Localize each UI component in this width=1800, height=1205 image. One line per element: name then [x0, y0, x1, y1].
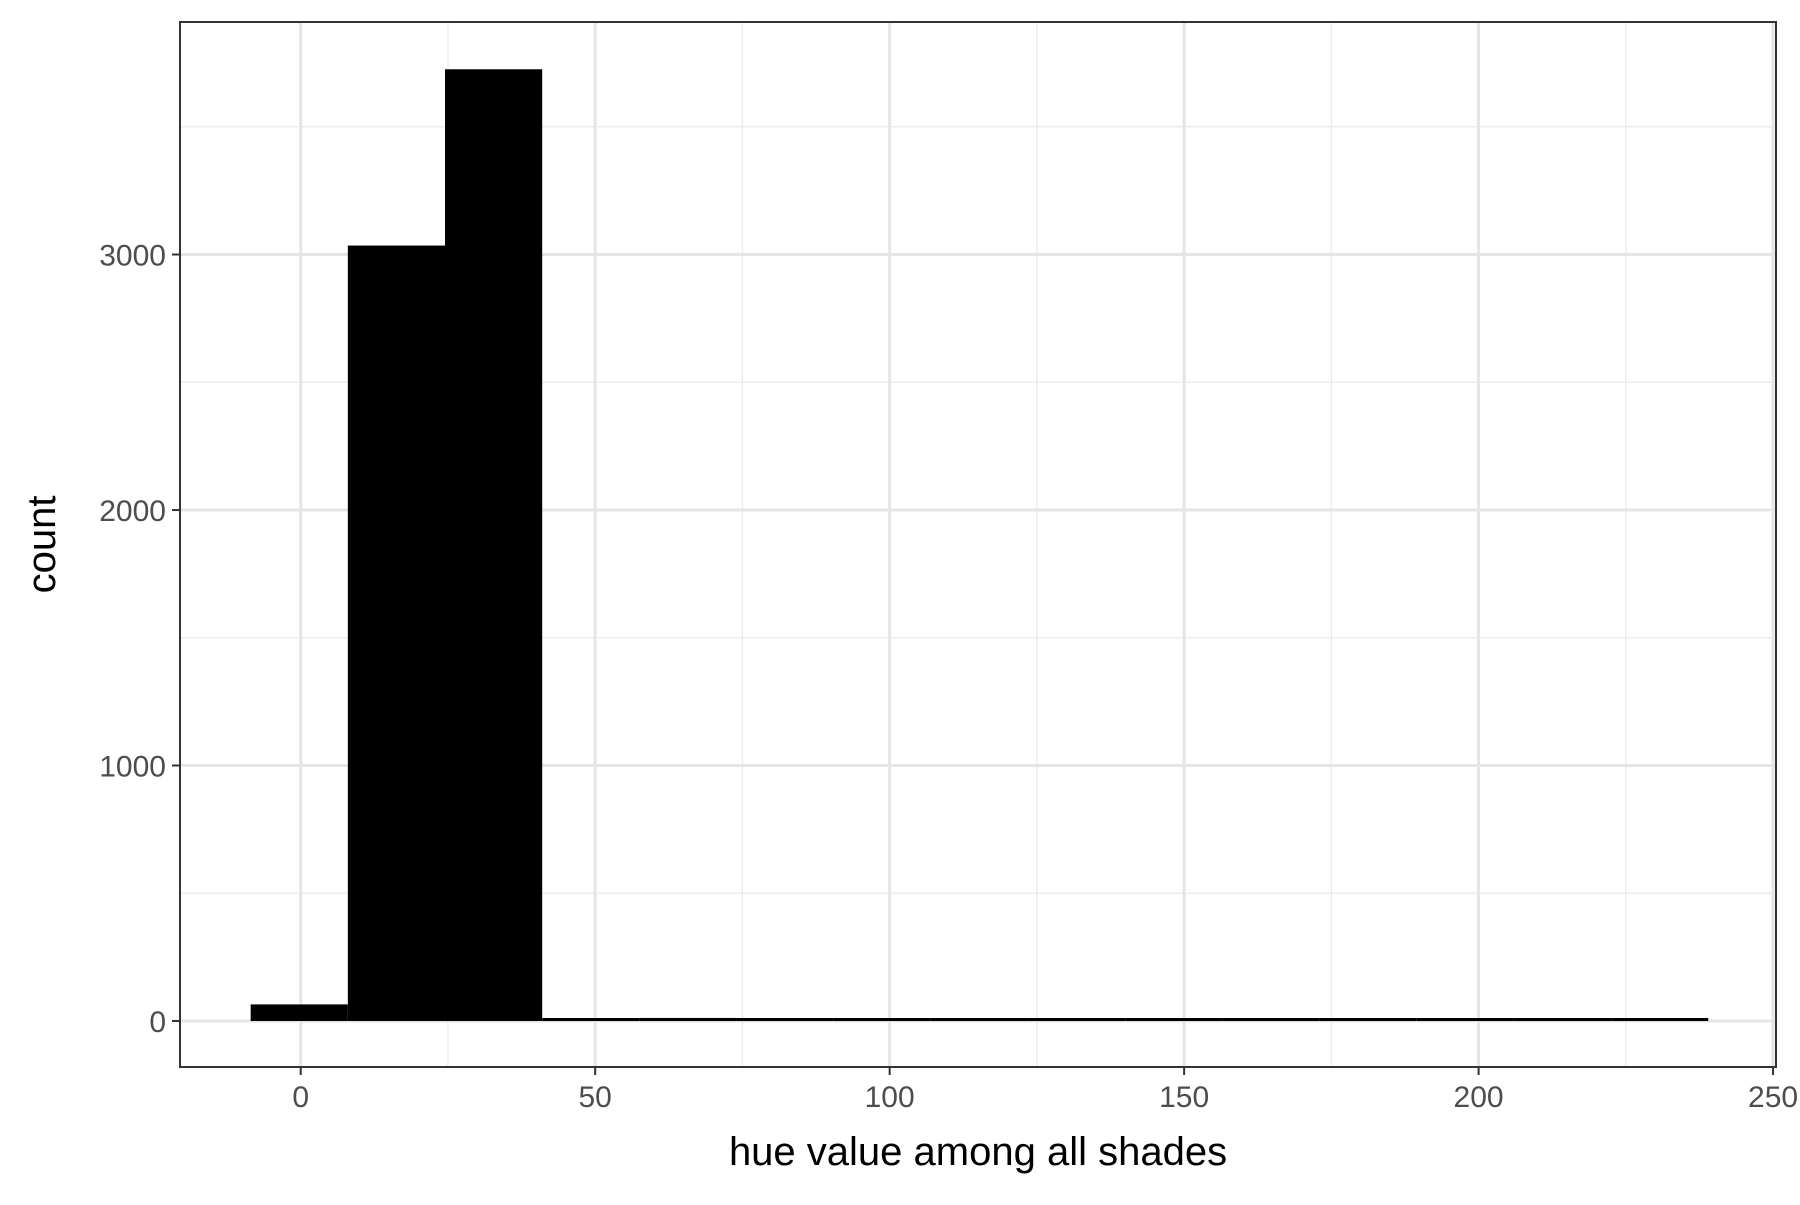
x-tick-label: 200 — [1454, 1081, 1504, 1114]
histogram-bar — [542, 1018, 640, 1022]
histogram-bar — [1319, 1018, 1417, 1022]
x-axis-title: hue value among all shades — [729, 1130, 1227, 1174]
histogram-bar — [1416, 1018, 1514, 1022]
histogram-bar — [833, 1018, 931, 1022]
histogram-bar — [930, 1018, 1029, 1022]
histogram-bar — [1222, 1018, 1320, 1022]
y-axis-title: count — [20, 496, 64, 594]
histogram-bar — [639, 1017, 737, 1022]
histogram-bar — [736, 1018, 834, 1022]
x-tick-label: 150 — [1159, 1081, 1209, 1114]
histogram-bar — [445, 69, 543, 1022]
y-tick-label: 1000 — [99, 751, 166, 784]
histogram-bar — [347, 245, 446, 1022]
panel-border — [179, 21, 1777, 1068]
y-axis: 0 1000 2000 3000 — [99, 240, 180, 1039]
histogram-bar — [1513, 1018, 1612, 1022]
x-tick-label: 250 — [1748, 1081, 1798, 1114]
histogram-bar — [1028, 1018, 1126, 1022]
histogram-bar — [250, 1004, 348, 1022]
histogram-bar — [1611, 1018, 1709, 1022]
y-tick-label: 2000 — [99, 495, 166, 528]
x-tick-label: 100 — [865, 1081, 915, 1114]
histogram-bar — [1125, 1018, 1223, 1022]
y-tick-label: 3000 — [99, 240, 166, 273]
x-axis: 0 50 100 150 200 250 — [292, 1067, 1798, 1114]
histogram-bars — [250, 69, 1709, 1022]
y-tick-label: 0 — [149, 1006, 166, 1039]
x-tick-label: 0 — [292, 1081, 309, 1114]
x-tick-label: 50 — [579, 1081, 612, 1114]
